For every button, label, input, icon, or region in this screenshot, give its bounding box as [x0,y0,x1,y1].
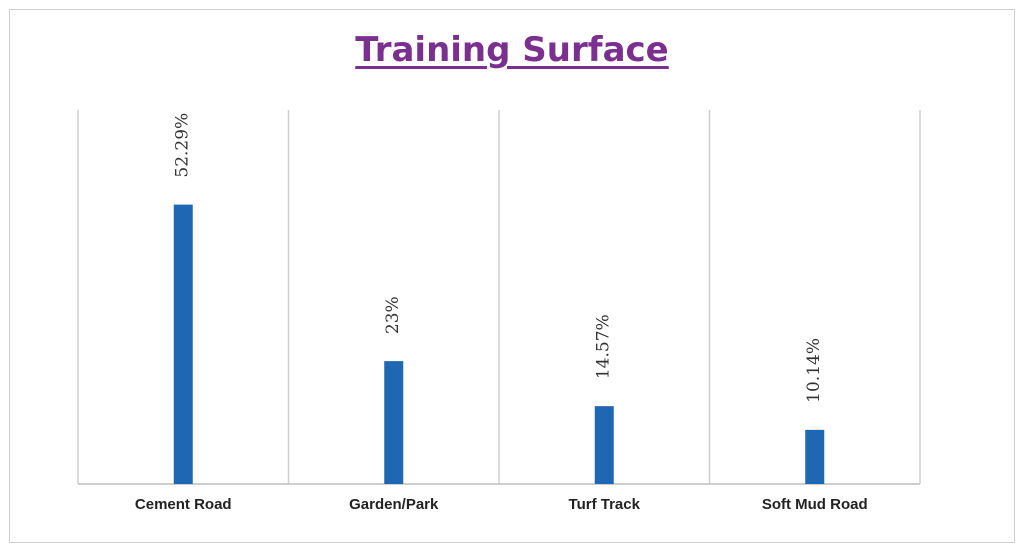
value-label: 10.14% [804,338,824,403]
category-labels: Cement Road Garden/Park Turf Track Soft Mud… [135,496,868,513]
category-label: Soft Mud Road [762,496,868,513]
bar [384,361,404,484]
value-label: 23% [383,296,403,334]
value-label: 14.57% [594,314,614,379]
bar [805,429,825,484]
category-label: Cement Road [135,496,232,513]
value-labels: 52.29% 23% 14.57% 10.14% [173,113,825,403]
category-label: Garden/Park [349,496,439,513]
bar [173,204,193,484]
grid-lines [77,110,921,485]
value-label: 52.29% [173,113,193,178]
category-label: Turf Track [569,496,641,513]
bar [594,406,614,484]
bar-series [173,204,825,484]
chart-title: Training Surface [355,30,669,70]
